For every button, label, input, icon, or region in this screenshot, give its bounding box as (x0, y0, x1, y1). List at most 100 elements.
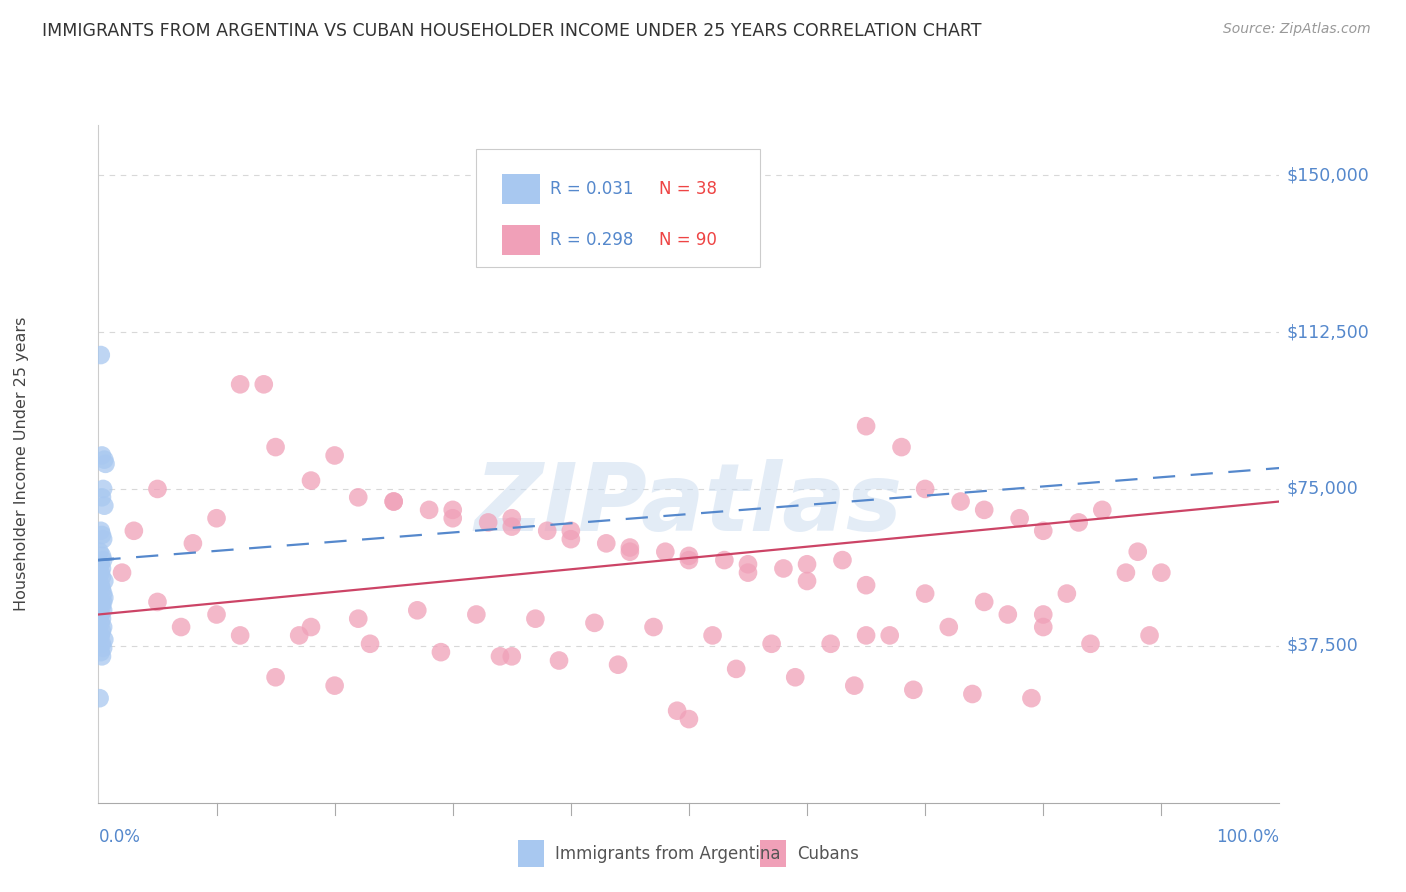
Point (264, 670, 287, 684)
Point (583, 615, 606, 630)
Point (973, 595, 995, 609)
Point (91, 595, 114, 609)
Point (91, 570, 114, 584)
Point (170, 620, 193, 634)
Point (678, 712, 700, 726)
Point (382, 494, 405, 508)
Point (890, 440, 912, 454)
Point (725, 662, 748, 676)
Point (90, 607, 112, 622)
Text: Cubans: Cubans (797, 845, 859, 863)
Point (844, 679, 866, 693)
Point (1115, 566, 1137, 580)
Point (90, 628, 112, 642)
Point (1080, 637, 1102, 651)
Point (89, 545, 111, 559)
Point (90, 524, 112, 538)
Point (1150, 566, 1173, 580)
Point (643, 620, 665, 634)
Point (323, 449, 346, 463)
Point (229, 377, 252, 392)
Point (122, 524, 145, 538)
Bar (517, 840, 544, 867)
Point (359, 637, 381, 651)
Point (91, 449, 114, 463)
Point (91, 603, 114, 617)
Point (181, 536, 204, 550)
Point (146, 595, 169, 609)
Point (785, 670, 807, 684)
Point (93, 632, 115, 647)
Point (205, 511, 228, 525)
Point (560, 524, 582, 538)
Point (91, 620, 114, 634)
Point (855, 578, 877, 592)
Text: 0.0%: 0.0% (98, 828, 141, 846)
Point (678, 553, 700, 567)
Point (949, 494, 972, 508)
Point (90, 348, 112, 362)
Point (91, 532, 114, 546)
Point (91, 640, 114, 655)
Point (1091, 503, 1114, 517)
Text: ZIPatlas: ZIPatlas (475, 458, 903, 550)
Point (548, 653, 571, 667)
Point (323, 679, 346, 693)
Point (299, 474, 322, 488)
Point (501, 519, 523, 533)
Point (347, 612, 370, 626)
Point (1067, 516, 1090, 530)
Point (761, 637, 783, 651)
Point (406, 603, 429, 617)
Point (1056, 586, 1078, 600)
Point (91, 491, 114, 505)
Point (855, 419, 877, 434)
Point (91, 528, 114, 542)
Point (772, 561, 794, 575)
Point (1021, 691, 1043, 706)
Point (619, 541, 641, 555)
Point (938, 620, 960, 634)
Point (914, 586, 936, 600)
Point (820, 637, 842, 651)
Point (229, 628, 252, 642)
Point (1032, 620, 1054, 634)
Point (903, 682, 925, 697)
Point (264, 440, 287, 454)
Point (90, 558, 112, 572)
Text: Householder Income Under 25 years: Householder Income Under 25 years (14, 317, 28, 611)
Point (678, 549, 700, 563)
Point (94, 457, 117, 471)
Bar (502, 174, 540, 204)
Point (91, 561, 114, 575)
Point (831, 553, 853, 567)
Point (418, 503, 440, 517)
Point (205, 607, 228, 622)
Point (89, 691, 111, 706)
Point (91, 553, 114, 567)
Point (253, 377, 276, 392)
Text: R = 0.298: R = 0.298 (550, 231, 633, 249)
Point (91, 582, 114, 597)
Point (93, 591, 115, 605)
Text: $112,500: $112,500 (1286, 323, 1369, 341)
Text: $75,000: $75,000 (1286, 480, 1358, 498)
Point (465, 607, 488, 622)
Point (1126, 545, 1149, 559)
Point (713, 553, 735, 567)
Text: Immigrants from Argentina: Immigrants from Argentina (555, 845, 780, 863)
Point (430, 645, 453, 659)
Point (737, 566, 759, 580)
Point (382, 494, 405, 508)
Point (347, 491, 370, 505)
Point (654, 545, 676, 559)
Bar (759, 840, 786, 867)
Point (595, 536, 617, 550)
Point (91, 549, 114, 563)
Point (997, 607, 1019, 622)
Point (501, 649, 523, 664)
Point (737, 558, 759, 572)
Point (90, 595, 112, 609)
Text: R = 0.031: R = 0.031 (550, 180, 633, 198)
Point (288, 628, 311, 642)
